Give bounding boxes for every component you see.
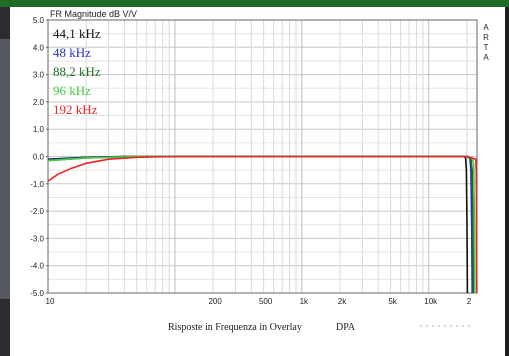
y-tick-label: 3.0 xyxy=(33,71,45,80)
legend-entry: 48 kHz xyxy=(53,45,91,60)
y-tick-label: -2.0 xyxy=(30,207,44,216)
legend-entry: 96 kHz xyxy=(53,83,91,98)
footer-dot xyxy=(450,325,452,327)
arta-letter: R xyxy=(483,33,489,42)
legend-entry: 192 kHz xyxy=(53,102,98,117)
x-tick-label: 10k xyxy=(424,297,438,306)
footer-dot xyxy=(468,325,470,327)
footer-dot xyxy=(420,325,422,327)
y-tick-label: 4.0 xyxy=(33,43,45,52)
series-lines xyxy=(47,155,478,294)
footer-dot xyxy=(432,325,434,327)
footer-dot xyxy=(438,325,440,327)
chart-title: FR Magnitude dB V/V xyxy=(50,9,137,19)
y-tick-label: 5.0 xyxy=(33,16,45,25)
chart-panel: 5.0 4.0 3.0 2.0 1.0 0.0 -1.0 -2.0 -3.0 -4.0 -5.0 1… xyxy=(10,7,505,356)
chart-caption-right: DPA xyxy=(336,322,356,333)
footer-dot xyxy=(444,325,446,327)
window-top-band xyxy=(0,0,509,7)
series-line xyxy=(47,155,478,294)
footer-dot xyxy=(456,325,458,327)
y-tick-label: 0.0 xyxy=(33,153,45,162)
y-tick-label: 2.0 xyxy=(33,98,45,107)
x-tick-label: 200 xyxy=(208,297,222,306)
x-tick-label: 500 xyxy=(259,297,273,306)
left-side-strip xyxy=(0,39,10,299)
y-axis-ticks: 5.0 4.0 3.0 2.0 1.0 0.0 -1.0 -2.0 -3.0 -4.0 -5.0 xyxy=(30,16,48,298)
legend: 44,1 kHz 48 kHz 88,2 kHz 96 kHz 192 kHz xyxy=(53,26,101,117)
footer-dot xyxy=(426,325,428,327)
arta-letter: T xyxy=(484,43,489,52)
legend-entry: 88,2 kHz xyxy=(53,64,101,79)
legend-entry: 44,1 kHz xyxy=(53,26,101,41)
footer-dots xyxy=(420,325,470,327)
y-tick-label: -1.0 xyxy=(30,180,44,189)
chart-caption: Risposte in Frequenza in Overlay xyxy=(168,322,302,333)
right-edge xyxy=(505,7,509,356)
arta-letter: A xyxy=(483,23,489,32)
x-axis-ticks: 10 200 500 1k 2k 5k 10k 2 xyxy=(46,297,472,306)
y-tick-label: -4.0 xyxy=(30,262,44,271)
x-tick-label: 1k xyxy=(300,297,309,306)
y-tick-label: 1.0 xyxy=(33,125,45,134)
x-tick-label: 2k xyxy=(338,297,347,306)
x-tick-label: 2 xyxy=(467,297,472,306)
y-tick-label: -3.0 xyxy=(30,234,44,243)
x-tick-label: 10 xyxy=(46,297,55,306)
grid-lines xyxy=(47,19,477,294)
y-tick-label: -5.0 xyxy=(30,289,44,298)
x-tick-label: 5k xyxy=(388,297,397,306)
frequency-response-chart: 5.0 4.0 3.0 2.0 1.0 0.0 -1.0 -2.0 -3.0 -4.0 -5.0 1… xyxy=(30,9,489,333)
arta-letter: A xyxy=(483,53,489,62)
left-side-panel xyxy=(0,7,10,356)
footer-dot xyxy=(462,325,464,327)
